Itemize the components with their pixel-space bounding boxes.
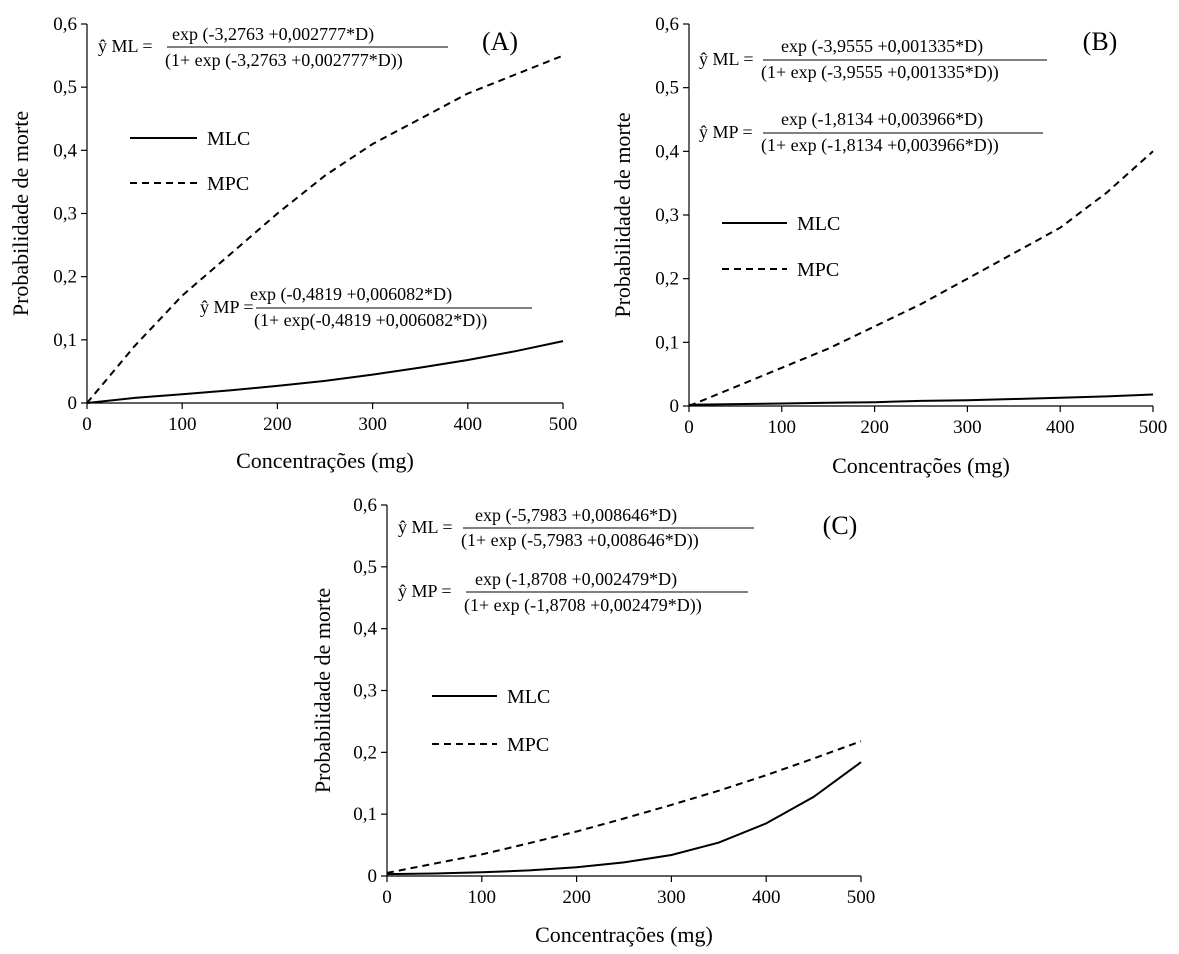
y-tick-label: 0 (670, 396, 680, 417)
x-tick-label: 500 (1139, 417, 1168, 438)
equation-denominator: (1+ exp (-1,8134 +0,003966*D)) (761, 135, 999, 156)
x-tick-label: 500 (847, 887, 876, 908)
y-tick-label: 0,3 (53, 204, 77, 225)
series-line-mlc (86, 340, 564, 404)
y-axis-title: Probabilidade de morte (610, 112, 635, 317)
y-tick-label: 0 (68, 393, 78, 414)
y-tick-label: 0,2 (655, 269, 679, 290)
x-tick-label: 400 (454, 414, 483, 435)
y-axis-title: Probabilidade de morte (8, 111, 33, 316)
equation-denominator: (1+ exp(-0,4819 +0,006082*D)) (254, 310, 487, 331)
series-line-mlc (688, 393, 1154, 406)
series-line-mpc (386, 740, 862, 874)
legend-label-mpc: MPC (507, 734, 549, 756)
y-tick-label: 0,5 (353, 557, 377, 578)
equation-numerator: exp (-5,7983 +0,008646*D) (475, 505, 677, 526)
x-axis-title: Concentrações (mg) (236, 448, 414, 473)
legend-label-mlc: MLC (507, 686, 550, 708)
x-axis-title: Concentrações (mg) (832, 453, 1010, 478)
y-tick-label: 0,4 (655, 141, 679, 162)
y-tick-label: 0 (368, 866, 378, 887)
panel-label: (B) (1083, 27, 1118, 56)
y-tick-label: 0,2 (353, 742, 377, 763)
y-tick-label: 0,6 (655, 14, 679, 35)
series-line-mlc (386, 761, 862, 876)
y-tick-label: 0,4 (53, 140, 77, 161)
equation-lhs: ŷ MP = (398, 581, 452, 601)
legend-label-mlc: MLC (207, 128, 250, 150)
x-tick-label: 300 (953, 417, 982, 438)
y-tick-label: 0,6 (53, 14, 77, 35)
equation-lhs: ŷ MP = (699, 122, 753, 142)
x-tick-label: 100 (168, 414, 197, 435)
equation-numerator: exp (-3,9555 +0,001335*D) (781, 36, 983, 57)
panel-a: 0 0,1 0,2 0,3 0,4 0,5 0,6 0 100 200 300 400 500 Proba… (8, 14, 577, 473)
x-tick-label: 200 (562, 887, 591, 908)
y-tick-label: 0,6 (353, 495, 377, 516)
panel-b: 0 0,1 0,2 0,3 0,4 0,5 0,6 0 100 200 300 400 500 Proba… (610, 14, 1167, 478)
x-tick-label: 0 (82, 414, 92, 435)
x-tick-label: 0 (382, 887, 392, 908)
panel-label: (C) (823, 511, 858, 540)
equation-lhs: ŷ ML = (398, 517, 452, 537)
x-tick-label: 200 (860, 417, 889, 438)
y-tick-label: 0,2 (53, 267, 77, 288)
y-tick-label: 0,1 (53, 330, 77, 351)
legend-label-mlc: MLC (797, 213, 840, 235)
x-tick-label: 300 (657, 887, 686, 908)
x-tick-label: 500 (549, 414, 578, 435)
panel-label: (A) (482, 27, 518, 56)
y-tick-label: 0,5 (53, 77, 77, 98)
x-axis-title: Concentrações (mg) (535, 922, 713, 947)
equation-lhs: ŷ ML = (98, 36, 152, 56)
legend-label-mpc: MPC (207, 173, 249, 195)
y-tick-label: 0,3 (353, 681, 377, 702)
equation-lhs: ŷ ML = (699, 49, 753, 69)
y-tick-label: 0,4 (353, 619, 377, 640)
equation-denominator: (1+ exp (-3,9555 +0,001335*D)) (761, 62, 999, 83)
y-tick-label: 0,3 (655, 205, 679, 226)
x-tick-label: 0 (684, 417, 694, 438)
x-tick-label: 300 (358, 414, 387, 435)
equation-denominator: (1+ exp (-3,2763 +0,002777*D)) (165, 50, 403, 71)
x-tick-label: 400 (752, 887, 781, 908)
x-tick-label: 100 (768, 417, 797, 438)
equation-denominator: (1+ exp (-1,8708 +0,002479*D)) (464, 595, 702, 616)
x-tick-label: 200 (263, 414, 292, 435)
y-tick-label: 0,1 (353, 804, 377, 825)
equation-numerator: exp (-1,8708 +0,002479*D) (475, 569, 677, 590)
equation-denominator: (1+ exp (-5,7983 +0,008646*D)) (461, 530, 699, 551)
series-line-mpc (688, 150, 1154, 407)
equation-numerator: exp (-1,8134 +0,003966*D) (781, 109, 983, 130)
equation-numerator: exp (-0,4819 +0,006082*D) (250, 284, 452, 305)
y-tick-label: 0,1 (655, 332, 679, 353)
legend-label-mpc: MPC (797, 259, 839, 281)
equation-lhs: ŷ MP = (200, 297, 254, 317)
series-line-mpc (86, 54, 564, 404)
y-axis-title: Probabilidade de morte (310, 588, 335, 793)
panel-c: 0 0,1 0,2 0,3 0,4 0,5 0,6 0 100 200 300 400 500 Proba… (310, 495, 875, 947)
y-tick-label: 0,5 (655, 78, 679, 99)
equation-numerator: exp (-3,2763 +0,002777*D) (172, 24, 374, 45)
x-tick-label: 400 (1046, 417, 1075, 438)
x-tick-label: 100 (468, 887, 497, 908)
